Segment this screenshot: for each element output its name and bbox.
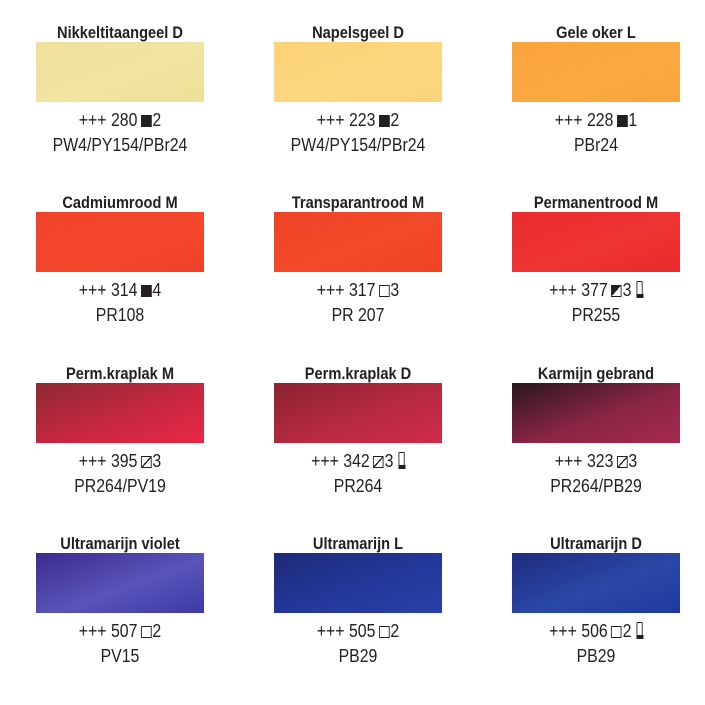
tube-icon (636, 622, 644, 640)
pigment-codes: PR264/PB29 (550, 476, 642, 496)
opaque-square-icon (140, 285, 152, 297)
lightfastness-stars: +++ (316, 621, 345, 641)
tube-icon (636, 281, 644, 299)
pigment-codes: PBr24 (573, 135, 619, 155)
color-name: Nikkeltitaangeel D (57, 23, 183, 42)
color-name: Karmijn gebrand (537, 364, 655, 383)
color-name: Gele oker L (556, 23, 636, 42)
lightfast-rating: 3 (390, 280, 400, 300)
lightfastness-stars: +++ (78, 451, 107, 471)
color-name: Perm.kraplak D (304, 364, 412, 383)
semi-opaque-square-icon (611, 285, 622, 297)
lightfastness-stars: +++ (78, 621, 107, 641)
lightfastness-stars: +++ (554, 451, 583, 471)
lightfast-rating: 4 (152, 280, 162, 300)
lightfastness-stars: +++ (549, 621, 577, 641)
color-swatch (512, 383, 680, 443)
color-swatch (274, 553, 442, 613)
color-swatch (274, 212, 442, 272)
color-swatch (274, 383, 442, 443)
transparent-square-icon (611, 626, 622, 638)
lightfastness-stars: +++ (311, 451, 339, 471)
color-name: Ultramarijn violet (60, 534, 180, 553)
lightfast-rating: 2 (390, 110, 400, 130)
semi-transparent-square-icon (373, 456, 384, 468)
pigment-codes: PR264/PV19 (74, 476, 166, 496)
pigment-codes: PB29 (576, 646, 616, 666)
pigment-codes: PV15 (100, 646, 140, 666)
color-swatch (512, 553, 680, 613)
color-name: Cadmiumrood M (62, 193, 178, 212)
color-info: +++ 228 1 (496, 109, 697, 131)
color-swatch (36, 42, 204, 102)
color-number: 323 (586, 451, 614, 471)
lightfast-rating: 2 (390, 621, 400, 641)
lightfastness-stars: +++ (78, 280, 107, 300)
opaque-square-icon (140, 115, 152, 127)
color-swatch (36, 553, 204, 613)
color-number: 280 (110, 110, 138, 130)
color-swatch (36, 383, 204, 443)
color-swatch (36, 212, 204, 272)
opaque-square-icon (378, 115, 390, 127)
color-number: 377 (581, 280, 608, 300)
pigment-codes: PR255 (571, 305, 621, 325)
color-info: +++ 506 2 (496, 620, 697, 642)
pigment-codes: PW4/PY154/PBr24 (290, 135, 426, 155)
lightfast-rating: 3 (384, 451, 394, 471)
lightfastness-stars: +++ (316, 110, 345, 130)
color-number: 506 (581, 621, 608, 641)
color-name: Permanentrood M (533, 193, 659, 212)
lightfastness-stars: +++ (554, 110, 583, 130)
pigment-codes: PR 207 (331, 305, 385, 325)
lightfastness-stars: +++ (549, 280, 577, 300)
color-info: +++ 342 3 (258, 450, 459, 472)
lightfast-rating: 3 (622, 280, 632, 300)
color-name: Ultramarijn D (550, 534, 642, 553)
lightfast-rating: 2 (152, 110, 162, 130)
color-number: 505 (348, 621, 376, 641)
lightfastness-stars: +++ (78, 110, 107, 130)
opaque-square-icon (616, 115, 628, 127)
color-number: 223 (348, 110, 376, 130)
lightfast-rating: 3 (628, 451, 638, 471)
transparent-square-icon (140, 626, 152, 638)
semi-transparent-square-icon (140, 456, 152, 468)
color-name: Transparantrood M (291, 193, 425, 212)
lightfast-rating: 2 (622, 621, 632, 641)
transparent-square-icon (378, 626, 390, 638)
color-number: 314 (110, 280, 138, 300)
color-info: +++ 223 2 (258, 109, 459, 131)
tube-icon (398, 452, 406, 470)
color-number: 395 (110, 451, 138, 471)
color-swatch (512, 42, 680, 102)
color-number: 342 (343, 451, 370, 471)
transparent-square-icon (378, 285, 390, 297)
color-info: +++ 395 3 (20, 450, 221, 472)
pigment-codes: PR264 (333, 476, 383, 496)
color-number: 507 (110, 621, 138, 641)
color-info: +++ 377 3 (496, 279, 697, 301)
lightfast-rating: 1 (628, 110, 638, 130)
color-info: +++ 317 3 (258, 279, 459, 301)
lightfast-rating: 3 (152, 451, 162, 471)
lightfast-rating: 2 (152, 621, 162, 641)
color-swatch (512, 212, 680, 272)
color-info: +++ 280 2 (20, 109, 221, 131)
color-info: +++ 505 2 (258, 620, 459, 642)
pigment-codes: PW4/PY154/PBr24 (52, 135, 188, 155)
color-name: Ultramarijn L (312, 534, 404, 553)
semi-transparent-square-icon (616, 456, 628, 468)
pigment-codes: PR108 (95, 305, 145, 325)
color-number: 228 (586, 110, 614, 130)
color-info: +++ 323 3 (496, 450, 697, 472)
color-name: Perm.kraplak M (65, 364, 175, 383)
pigment-codes: PB29 (338, 646, 378, 666)
color-info: +++ 314 4 (20, 279, 221, 301)
lightfastness-stars: +++ (316, 280, 345, 300)
color-swatch (274, 42, 442, 102)
color-number: 317 (348, 280, 376, 300)
color-name: Napelsgeel D (312, 23, 404, 42)
color-info: +++ 507 2 (20, 620, 221, 642)
